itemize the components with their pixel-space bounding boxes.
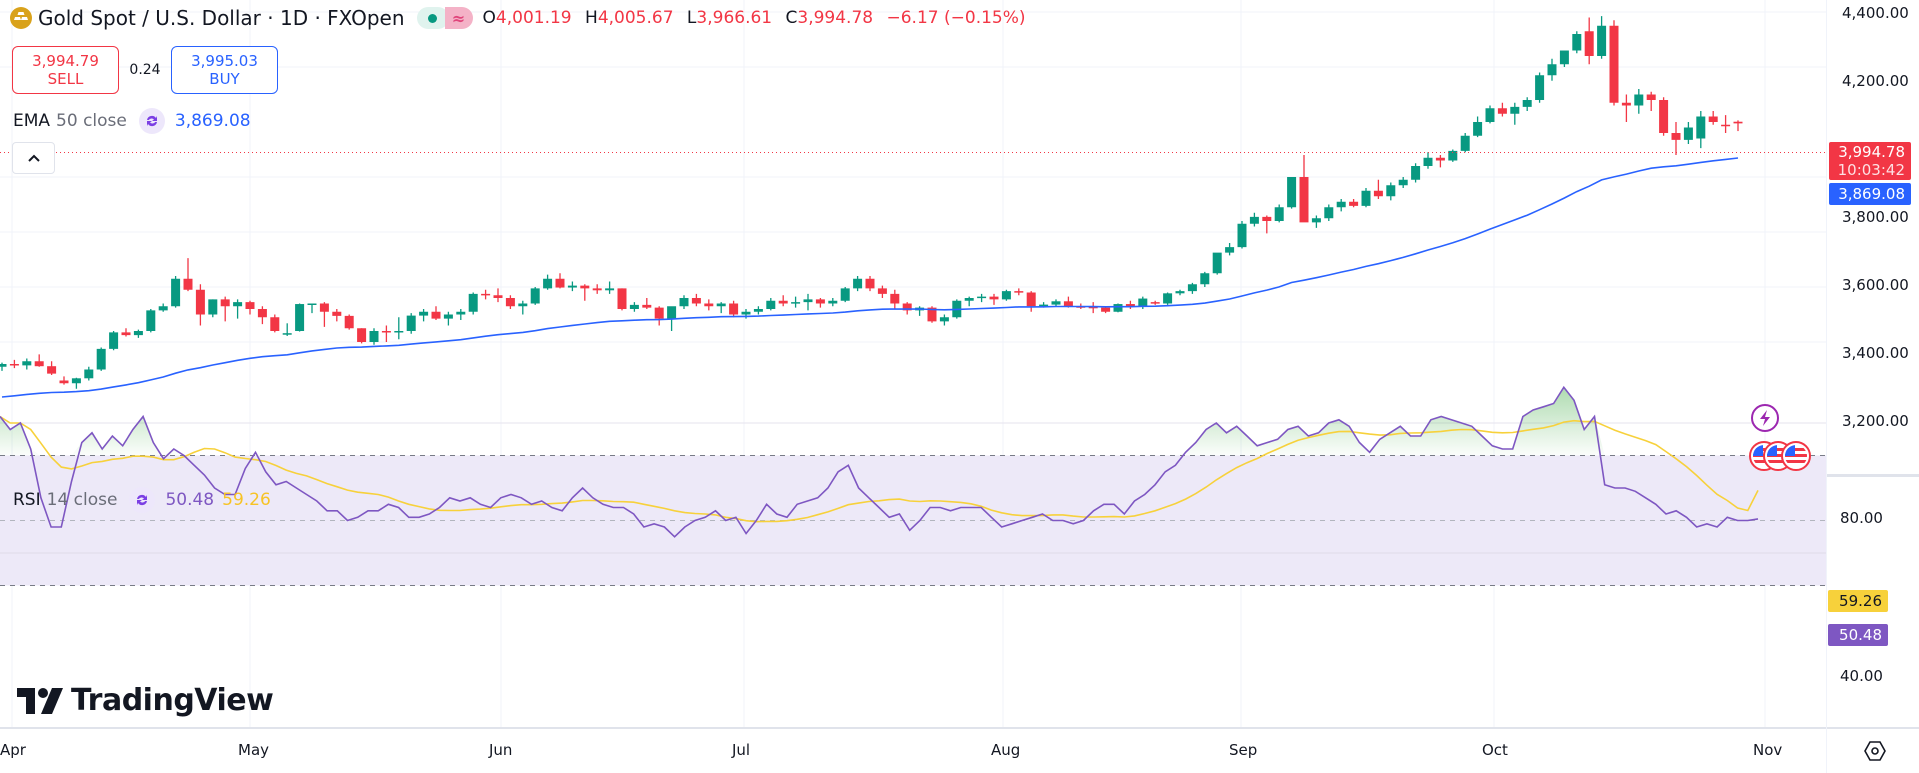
buy-button[interactable]: 3,995.03 BUY — [171, 46, 278, 94]
rsi-params: 14 close — [46, 490, 118, 510]
close-value: 3,994.78 — [797, 8, 874, 28]
buy-label: BUY — [209, 70, 240, 88]
refresh-icon[interactable] — [138, 108, 165, 134]
ema-params: 50 close — [56, 111, 127, 131]
sell-label: SELL — [47, 70, 84, 88]
gold-bars-icon — [10, 7, 32, 29]
rsi-ma-line — [0, 415, 1759, 523]
rsi-ma-value: 59.26 — [222, 490, 271, 510]
close-label: C — [785, 8, 798, 28]
candlestick-series — [0, 16, 1743, 389]
price-tick: 3,200.00 — [1842, 412, 1909, 430]
gear-icon — [1864, 741, 1886, 761]
market-open-dot-icon[interactable] — [416, 7, 449, 29]
ema-line — [1, 157, 1739, 398]
ema-price-tag: 3,869.08 — [1829, 183, 1911, 205]
ema-name: EMA — [13, 111, 51, 131]
chart-settings-button[interactable] — [1864, 740, 1886, 766]
open-value: 4,001.19 — [495, 8, 572, 28]
last-price-tag: 3,994.78 10:03:42 — [1829, 142, 1911, 180]
sell-button[interactable]: 3,994.79 SELL — [12, 46, 119, 94]
symbol-legend: Gold Spot / U.S. Dollar · 1D · FXOpen ≈ … — [10, 6, 1034, 30]
high-value: 4,005.67 — [597, 8, 674, 28]
rsi-tag: 50.48 — [1828, 624, 1888, 646]
rsi-legend[interactable]: RSI 14 close 50.48 59.26 — [13, 487, 271, 513]
rsi-name: RSI — [13, 490, 41, 510]
symbol-title[interactable]: Gold Spot / U.S. Dollar · 1D · FXOpen — [38, 6, 405, 30]
rsi-tick: 40.00 — [1840, 667, 1883, 685]
time-label: Aug — [991, 741, 1021, 759]
low-value: 3,966.61 — [696, 8, 773, 28]
rsi-tick: 80.00 — [1840, 509, 1883, 527]
price-tick: 4,200.00 — [1842, 72, 1909, 90]
trade-panel: 3,994.79 SELL 0.24 3,995.03 BUY — [12, 46, 278, 94]
tradingview-logo[interactable]: TradingView — [17, 683, 274, 718]
last-price-value: 3,994.78 — [1838, 143, 1905, 161]
sell-price: 3,994.79 — [32, 52, 99, 70]
rsi-pane — [0, 385, 1826, 586]
chevron-up-icon — [27, 154, 40, 162]
price-change: −6.17 (−0.15%) — [886, 8, 1026, 28]
rsi-ma-tag: 59.26 — [1828, 590, 1888, 612]
time-label: Oct — [1482, 741, 1508, 759]
buy-price: 3,995.03 — [191, 52, 258, 70]
open-label: O — [482, 8, 496, 28]
collapse-legend-button[interactable] — [12, 142, 55, 174]
price-tick: 3,800.00 — [1842, 208, 1909, 226]
time-label: Jul — [732, 741, 751, 759]
lightning-event-icon[interactable] — [1750, 403, 1780, 437]
ohlc-values: O4,001.19 H4,005.67 L3,966.61 C3,994.78 … — [483, 8, 1034, 28]
tradingview-logo-icon — [17, 687, 63, 714]
price-tick: 3,400.00 — [1842, 344, 1909, 362]
price-tick: 3,600.00 — [1842, 276, 1909, 294]
time-label: Jun — [489, 741, 513, 759]
high-label: H — [585, 8, 598, 28]
time-label: Apr — [0, 741, 26, 759]
rsi-line — [0, 385, 1759, 538]
refresh-icon[interactable] — [129, 487, 156, 513]
ema-legend[interactable]: EMA 50 close 3,869.08 — [13, 108, 251, 134]
ema-value: 3,869.08 — [174, 111, 251, 131]
tradingview-logo-text: TradingView — [71, 683, 274, 718]
bar-countdown: 10:03:42 — [1837, 161, 1905, 179]
time-label: May — [238, 741, 270, 759]
approx-icon[interactable]: ≈ — [444, 7, 473, 29]
time-label: Nov — [1753, 741, 1783, 759]
time-label: Sep — [1229, 741, 1258, 759]
low-label: L — [686, 8, 697, 28]
us-flag-events-icon[interactable] — [1748, 440, 1814, 476]
rsi-value: 50.48 — [165, 490, 215, 510]
spread-value: 0.24 — [129, 62, 161, 78]
price-tick: 4,400.00 — [1842, 4, 1909, 22]
